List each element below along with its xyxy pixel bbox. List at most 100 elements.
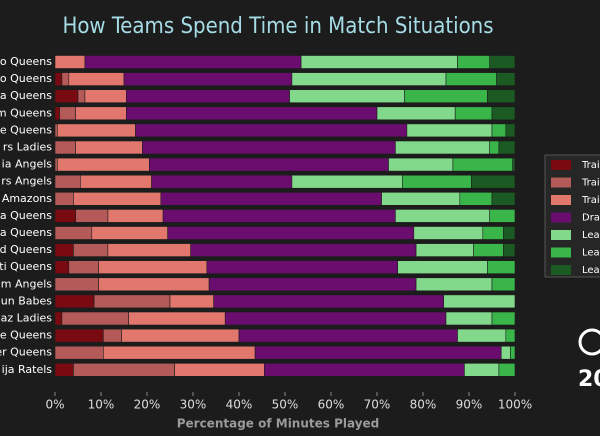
bar-segment — [415, 277, 493, 292]
bar-segment — [489, 209, 516, 223]
bar-segment — [406, 123, 493, 138]
y-tick-label: m Queens — [0, 106, 52, 119]
x-tick-label: 100% — [498, 398, 532, 412]
legend-label: Trai — [581, 195, 600, 206]
bar-segment — [487, 89, 516, 103]
legend-label: Trai — [581, 178, 600, 189]
bar-segment — [107, 209, 164, 223]
bar-segment — [482, 226, 504, 240]
bar-segment — [464, 362, 500, 377]
bar-segment — [84, 89, 127, 103]
y-tick-label: a Queens — [0, 89, 52, 102]
bar-segment — [445, 311, 493, 326]
y-tick-label: d Queens — [0, 243, 52, 256]
bar-segment — [510, 345, 516, 360]
bar-segment — [75, 106, 127, 121]
bar-segment — [445, 72, 497, 86]
bar-segment — [404, 89, 488, 103]
bar-segment — [151, 174, 293, 189]
bar-segment — [84, 55, 302, 69]
bar-segment — [54, 226, 93, 240]
bar-segment — [142, 140, 396, 155]
y-tick-label: un Babes — [1, 294, 52, 307]
bar-segment — [121, 328, 240, 343]
bar-segment — [135, 123, 408, 138]
bar-segment — [54, 243, 74, 257]
legend-swatch — [551, 195, 571, 205]
legend-swatch — [551, 265, 571, 275]
bar-segment — [238, 328, 458, 343]
bar-segment — [73, 362, 175, 377]
bar-segment — [54, 294, 95, 309]
bar-segment — [54, 345, 104, 360]
bar-segment — [300, 55, 458, 69]
bar-segment — [75, 209, 109, 223]
bar-segment — [512, 157, 516, 172]
bar-segment — [54, 362, 74, 377]
bar-segment — [395, 140, 490, 155]
bar-segment — [413, 226, 484, 240]
bar-segment — [491, 311, 516, 326]
bar-segment — [470, 174, 516, 189]
bar-segment — [93, 294, 171, 309]
x-tick-label: 30% — [180, 398, 207, 412]
y-tick-label: o Queens — [0, 72, 52, 85]
bar-segment — [54, 106, 60, 121]
bar-segment — [98, 260, 208, 275]
bar-segment — [61, 311, 129, 326]
legend-swatch — [551, 247, 571, 258]
bar-segment — [489, 55, 516, 69]
bar-segment — [61, 72, 70, 86]
bar-segment — [98, 277, 210, 292]
bar-segment — [54, 260, 70, 275]
y-tick-label: ti Queens — [0, 260, 52, 273]
y-tick-label: rs Ladies — [3, 141, 52, 154]
y-tick-label: e Queens — [0, 329, 52, 342]
bar-segment — [56, 157, 150, 172]
bar-segment — [128, 311, 226, 326]
bar-segment — [487, 260, 516, 275]
y-tick-label: m Angels — [1, 277, 53, 290]
legend-label: Lea — [582, 265, 600, 276]
bar-segment — [376, 106, 456, 121]
bar-segment — [254, 345, 502, 360]
x-tick-label: 10% — [88, 398, 115, 412]
y-tick-label: rs Angels — [1, 175, 52, 188]
bar-segment — [54, 174, 81, 189]
bar-segment — [54, 192, 74, 206]
bar-segment — [491, 192, 516, 206]
legend-label: Lea — [582, 248, 600, 259]
bar-segment — [91, 226, 169, 240]
bar-segment — [489, 140, 500, 155]
y-tick-label: a Queens — [0, 226, 52, 239]
bar-segment — [505, 328, 516, 343]
x-tick-label: 70% — [364, 398, 391, 412]
legend-label: Drav — [582, 213, 600, 224]
bar-segment — [190, 243, 417, 257]
bar-segment — [443, 294, 516, 309]
x-axis-label: Percentage of Minutes Played — [177, 417, 380, 431]
legend-label: Trai — [581, 160, 600, 171]
bar-segment — [491, 277, 516, 292]
bar-segment — [208, 277, 417, 292]
bar-segment — [503, 226, 516, 240]
bar-segment — [491, 106, 516, 121]
bar-segment — [123, 72, 293, 86]
bar-segment — [54, 55, 86, 69]
bar-segment — [213, 294, 444, 309]
y-tick-label: o Queens — [0, 55, 52, 68]
bar-segment — [54, 157, 58, 172]
bar-segment — [291, 72, 447, 86]
bar-segment — [457, 328, 507, 343]
bar-segment — [54, 209, 77, 223]
bar-segment — [80, 174, 152, 189]
x-tick-label: 60% — [318, 398, 345, 412]
bar-segment — [126, 89, 290, 103]
x-tick-label: 0% — [45, 398, 64, 412]
x-tick-label: 80% — [410, 398, 437, 412]
bar-segment — [103, 328, 123, 343]
bar-segment — [54, 72, 63, 86]
bar-segment — [75, 140, 143, 155]
